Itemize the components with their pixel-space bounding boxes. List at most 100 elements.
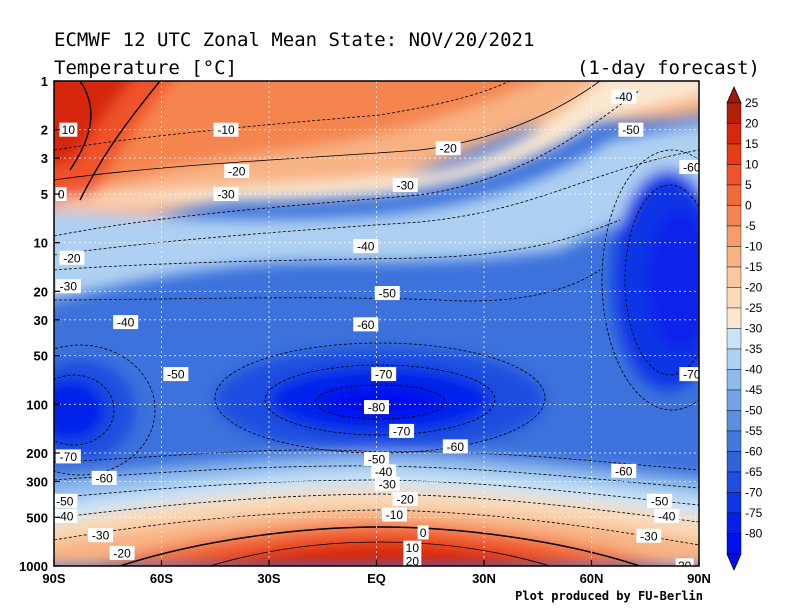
contour-label: 10 [62,123,76,137]
contour-label: -50 [368,453,386,467]
x-tick-label: 90N [687,571,711,586]
forecast-label: (1-day forecast) [577,57,760,79]
contour-label-box [213,122,239,137]
contour-label: -30 [60,280,78,294]
colorbar-segment [726,266,742,288]
contour-label: -20 [63,251,81,265]
contour-label-box [353,317,379,332]
colorbar-tick-label: -55 [745,424,763,438]
contour-label: -70 [393,424,411,438]
contour-label: -60 [95,471,113,485]
colorbar-segment [726,205,742,227]
contour-line [79,81,161,201]
colorbar-arrow-top [726,86,742,104]
contour-label-box [109,545,135,560]
colorbar-segment [726,123,742,145]
contour-line [601,149,699,411]
x-tick-label: 90S [42,571,65,586]
contour-label: -40 [357,240,375,254]
contour-label-box [353,239,379,254]
contour-label-box [647,493,673,508]
contour-label: -30 [217,188,235,202]
contour-label: -20 [228,164,246,178]
contour-label: -60 [447,440,465,454]
colorbar-tick-label: -50 [745,404,763,418]
y-axis-ticks: 1 2 3 5 10 20 30 50 100 200 300 500 1000 [19,74,60,574]
colorbar-segment [726,328,742,350]
contour-label-box [91,470,117,485]
warm-band-upper-2 [54,81,537,197]
contour-label: -10 [386,508,404,522]
contour-label-box [364,452,389,467]
colorbar-segment [726,492,742,514]
contour-label-box [224,163,250,178]
contour-label-box [435,141,461,156]
contour-label-box [364,400,389,415]
contour-label-box [403,553,422,566]
contour-label: -40 [658,509,676,523]
y-tick-label: 30 [34,313,48,328]
contour-label: -30 [640,529,658,543]
colorbar-tick-label: 10 [745,158,759,172]
contour-label-box [679,367,699,382]
contour-line [54,493,699,523]
y-tick-label: 20 [34,284,48,299]
contour-label: -10 [217,123,235,137]
x-axis-ticks: 90S 60S 30S EQ 30N 60N 90N [42,560,711,586]
colorbar-segment [726,389,742,411]
contour-line [69,81,92,171]
colorbar-segment [726,143,742,165]
contour-label: -70 [375,368,393,382]
contour-label-box [442,439,468,454]
y-tick-label: 1000 [19,559,48,574]
colorbar-segment [726,348,742,370]
colorbar-segment [726,410,742,432]
contour-label: 0 [420,526,427,540]
x-tick-label: 30S [257,571,280,586]
y-tick-label: 500 [26,510,48,525]
colorbar-segment [726,451,742,473]
contour-label: -80 [368,401,386,415]
colorbar-segment [726,246,742,268]
contour-label: 0 [58,188,65,202]
contour-label-box [55,187,67,202]
contour-labels: 10 -10-20-300-20-30-40-50-60-40-50-60-70-… [54,89,699,566]
colorbar-segment [726,471,742,493]
colorbar-segment [726,369,742,391]
colorbar-segment [726,164,742,186]
y-tick-label: 3 [41,151,48,166]
x-tick-label: 60N [580,571,604,586]
contour-line [54,219,621,271]
contour-label: -60 [615,464,633,478]
y-tick-label: 200 [26,446,48,461]
x-tick-label: 30N [472,571,496,586]
contour-label-box [654,508,680,523]
contour-label: -30 [92,529,110,543]
y-tick-label: 100 [26,397,48,412]
contour-label: -40 [117,316,135,330]
colorbar-segment [726,184,742,206]
colorbar-tick-label: 20 [745,117,759,131]
contour-label-box [55,279,81,294]
colorbar-tick-label: -45 [745,383,763,397]
y-tick-label: 5 [41,187,48,202]
contour-line [314,384,446,420]
contour-label: 10 [406,541,420,555]
colorbar-segment [726,225,742,247]
contour-label-box [389,423,415,438]
contour-label-box [675,558,694,566]
colorbar-tick-label: -75 [745,506,763,520]
y-tick-label: 50 [34,349,48,364]
contour-label: -40 [375,465,393,479]
colorbar-tick-label: -65 [745,465,763,479]
plot-area: 10 -10-20-300-20-30-40-50-60-40-50-60-70-… [54,81,699,566]
contour-label: -50 [651,494,669,508]
colorbar-tick-label: -60 [745,445,763,459]
contour-label-box [374,476,400,491]
contour-label-box [618,122,644,137]
contour-label: -50 [167,368,185,382]
contour-label: -40 [615,90,633,104]
contour-line [54,89,641,237]
contour-label: -50 [56,494,74,508]
